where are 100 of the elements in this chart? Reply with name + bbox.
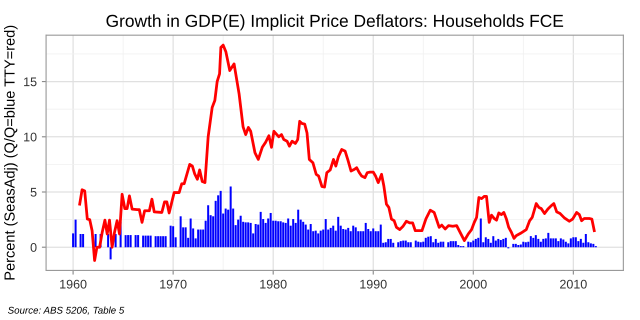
bar bbox=[492, 236, 494, 248]
bar bbox=[107, 234, 110, 248]
bar bbox=[354, 227, 357, 248]
bar bbox=[400, 241, 402, 248]
bar bbox=[240, 216, 242, 248]
bar bbox=[352, 226, 354, 248]
bar bbox=[200, 230, 202, 248]
y-tick-label: 15 bbox=[24, 78, 37, 86]
bar bbox=[247, 222, 250, 248]
y-tick-label: 5 bbox=[30, 188, 37, 197]
bar bbox=[414, 240, 417, 248]
bar bbox=[542, 238, 544, 248]
bar bbox=[347, 228, 350, 248]
bar bbox=[74, 220, 77, 248]
bar bbox=[134, 235, 137, 248]
bar bbox=[124, 235, 127, 248]
line-series bbox=[78, 44, 596, 262]
bar bbox=[180, 216, 182, 248]
bar bbox=[560, 238, 562, 248]
source-note: Source: ABS 5206, Table 5 bbox=[8, 306, 124, 315]
bar bbox=[472, 240, 474, 248]
bar bbox=[480, 218, 482, 248]
bar bbox=[342, 228, 344, 248]
bar bbox=[337, 216, 340, 248]
bar bbox=[130, 235, 132, 248]
bar bbox=[357, 231, 360, 248]
bar bbox=[292, 219, 294, 248]
bar bbox=[434, 238, 437, 248]
bar bbox=[467, 242, 470, 248]
bar bbox=[217, 195, 220, 248]
bar bbox=[392, 242, 394, 248]
bar bbox=[157, 236, 160, 248]
bar bbox=[127, 235, 130, 248]
bar bbox=[532, 238, 534, 248]
bar bbox=[164, 236, 167, 248]
bar bbox=[390, 238, 392, 248]
bar bbox=[387, 238, 390, 248]
x-tick-label: 1980 bbox=[260, 280, 287, 289]
bar bbox=[220, 190, 222, 248]
bar bbox=[524, 242, 527, 248]
bar bbox=[384, 242, 387, 248]
bar bbox=[410, 242, 412, 248]
bar bbox=[332, 226, 334, 248]
bar bbox=[282, 222, 284, 248]
bar bbox=[522, 242, 524, 248]
bar bbox=[547, 232, 550, 248]
bar bbox=[534, 235, 537, 248]
y-axis-title: Percent (SeasAdj) (Q/Q=blue TTY=red) bbox=[4, 26, 18, 280]
bar bbox=[557, 241, 560, 248]
bar bbox=[364, 222, 367, 248]
bar bbox=[554, 238, 557, 248]
bar bbox=[94, 234, 97, 248]
bar bbox=[502, 238, 504, 248]
bar bbox=[150, 236, 152, 248]
x-tick-label: 1960 bbox=[60, 280, 87, 289]
bar bbox=[407, 242, 410, 248]
bar bbox=[424, 238, 427, 248]
bar bbox=[427, 236, 430, 248]
bar bbox=[144, 236, 147, 248]
x-tick-label: 2010 bbox=[560, 280, 587, 289]
bar bbox=[570, 238, 572, 248]
bar bbox=[284, 222, 287, 248]
bar bbox=[270, 212, 272, 248]
bar bbox=[162, 236, 164, 248]
bar bbox=[370, 231, 372, 248]
bar bbox=[520, 244, 522, 248]
bar bbox=[170, 226, 172, 248]
bar bbox=[310, 224, 312, 248]
bar bbox=[402, 240, 404, 248]
bar bbox=[504, 238, 507, 248]
bar bbox=[224, 208, 227, 248]
bar bbox=[320, 230, 322, 248]
bar bbox=[404, 240, 407, 248]
y-tick-label: 10 bbox=[24, 132, 37, 142]
bar bbox=[137, 235, 140, 248]
bar bbox=[497, 238, 500, 248]
bar bbox=[562, 239, 564, 248]
y-tick-label: 0 bbox=[30, 243, 37, 252]
bar bbox=[297, 210, 300, 248]
bar bbox=[160, 236, 162, 248]
bar bbox=[470, 242, 472, 248]
x-tick-label: 1970 bbox=[160, 280, 187, 289]
bar bbox=[147, 236, 150, 248]
bar bbox=[317, 233, 320, 248]
bar bbox=[314, 230, 317, 248]
bar bbox=[172, 226, 174, 248]
chart-title: Growth in GDP(E) Implicit Price Deflators: Households FCE bbox=[106, 14, 564, 30]
bar bbox=[250, 222, 252, 248]
bar bbox=[530, 236, 532, 248]
bar bbox=[564, 242, 567, 248]
bar bbox=[420, 242, 422, 248]
bar bbox=[450, 241, 452, 248]
bar bbox=[274, 220, 277, 248]
bar bbox=[277, 221, 280, 248]
bar bbox=[537, 238, 540, 248]
bar bbox=[422, 242, 424, 248]
bar bbox=[280, 221, 282, 248]
bar bbox=[452, 241, 454, 248]
bar bbox=[82, 234, 84, 248]
bar bbox=[190, 218, 192, 248]
